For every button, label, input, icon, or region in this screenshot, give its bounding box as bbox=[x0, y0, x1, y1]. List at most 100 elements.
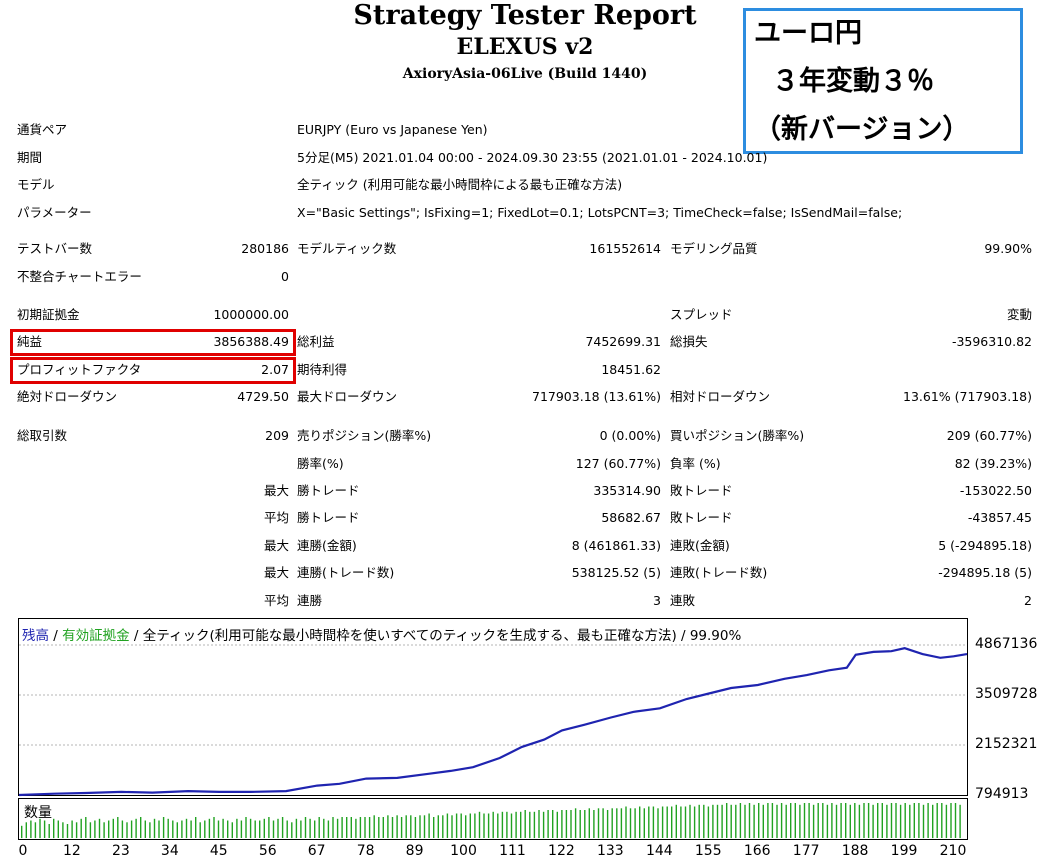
bars-value: 280186 bbox=[241, 241, 289, 256]
report-title: Strategy Tester Report bbox=[353, 0, 697, 31]
gross-profit-label: 総利益 bbox=[297, 334, 335, 349]
win-rate-value: 127 (60.77%) bbox=[575, 456, 661, 471]
x-tick-label: 122 bbox=[548, 843, 575, 859]
x-tick-label: 89 bbox=[405, 843, 424, 859]
x-tick-label: 78 bbox=[356, 843, 375, 859]
x-tick-label: 210 bbox=[939, 843, 967, 859]
ea-name: ELEXUS v2 bbox=[456, 34, 594, 60]
avg-loss-label: 敗トレード bbox=[670, 510, 733, 525]
max-consec-profit-label: 連勝(トレード数) bbox=[297, 565, 395, 580]
x-tick-label: 155 bbox=[694, 843, 722, 859]
avg-loss-value: -43857.45 bbox=[967, 510, 1032, 525]
abs-drawdown-label: 絶対ドローダウン bbox=[17, 389, 118, 404]
x-tick-label: 45 bbox=[209, 843, 228, 859]
net-profit-value: 3856388.49 bbox=[213, 334, 289, 349]
period-label: 期間 bbox=[17, 150, 43, 165]
profit-factor-highlight bbox=[10, 357, 296, 384]
x-tick-label: 56 bbox=[258, 843, 277, 859]
symbol-value: EURJPY (Euro vs Japanese Yen) bbox=[297, 122, 488, 137]
params-value: X="Basic Settings"; IsFixing=1; FixedLot… bbox=[297, 205, 903, 220]
deposit-value: 1000000.00 bbox=[213, 307, 289, 322]
max-drawdown-value: 717903.18 (13.61%) bbox=[532, 389, 661, 404]
x-tick-label: 23 bbox=[111, 843, 130, 859]
legend-separator-2: / bbox=[129, 628, 143, 644]
spread-value: 変動 bbox=[1006, 307, 1032, 322]
x-tick-label: 166 bbox=[743, 843, 771, 859]
server-build: AxioryAsia-06Live (Build 1440) bbox=[402, 66, 648, 82]
max-consec-losses-label: 連敗(金額) bbox=[670, 538, 730, 553]
max-consec-losses-value: 5 (-294895.18) bbox=[938, 538, 1032, 553]
x-tick-label: 34 bbox=[160, 843, 179, 859]
annotation-line1: ユーロ円 bbox=[754, 18, 862, 49]
x-tick-label: 133 bbox=[596, 843, 624, 859]
y-tick-label: 3509728 bbox=[975, 686, 1038, 702]
loss-rate-value: 82 (39.23%) bbox=[954, 456, 1032, 471]
period-value: 5分足(M5) 2021.01.04 00:00 - 2024.09.30 23… bbox=[297, 150, 768, 165]
ticks-label: モデルティック数 bbox=[297, 241, 397, 256]
total-trades-value: 209 bbox=[265, 428, 289, 443]
gross-profit-value: 7452699.31 bbox=[585, 334, 661, 349]
win-rate-label: 勝率(%) bbox=[297, 456, 344, 471]
expected-payoff-label: 期待利得 bbox=[297, 362, 348, 377]
max-consec-loss-amount-value: -294895.18 (5) bbox=[938, 565, 1032, 580]
short-positions-value: 0 (0.00%) bbox=[599, 428, 661, 443]
max-consec-word: 最大 bbox=[263, 538, 289, 553]
legend-separator-1: / bbox=[49, 628, 63, 644]
avg-win-value: 58682.67 bbox=[601, 510, 661, 525]
average-word-2: 平均 bbox=[263, 593, 289, 608]
rel-drawdown-label: 相対ドローダウン bbox=[670, 389, 771, 404]
params-label: パラメーター bbox=[17, 205, 92, 220]
max-consec-wins-label: 連勝(金額) bbox=[297, 538, 357, 553]
y-tick-label: 4867136 bbox=[975, 636, 1038, 652]
ticks-value: 161552614 bbox=[589, 241, 661, 256]
bars-label: テストバー数 bbox=[17, 241, 93, 256]
x-tick-label: 100 bbox=[450, 843, 477, 859]
net-profit-label: 純益 bbox=[17, 334, 43, 349]
avg-consec-losses-label: 連敗 bbox=[670, 593, 696, 608]
quality-label: モデリング品質 bbox=[670, 241, 758, 256]
largest-win-value: 335314.90 bbox=[593, 483, 661, 498]
average-word: 平均 bbox=[263, 510, 289, 525]
loss-rate-label: 負率 (%) bbox=[670, 456, 721, 471]
model-value: 全ティック (利用可能な最小時間枠による最も正確な方法) bbox=[297, 177, 623, 192]
balance-chart-frame bbox=[18, 618, 968, 796]
long-positions-label: 買いポジション(勝率%) bbox=[670, 428, 805, 443]
legend-model-text: 全ティック(利用可能な最小時間枠を使いすべてのティックを生成する、最も正確な方法… bbox=[142, 628, 742, 644]
max-consec-profit-value: 538125.52 (5) bbox=[571, 565, 661, 580]
avg-consec-wins-value: 3 bbox=[653, 593, 661, 608]
legend-equity: 有効証拠金 bbox=[62, 628, 130, 644]
expected-payoff-value: 18451.62 bbox=[601, 362, 661, 377]
avg-consec-wins-label: 連勝 bbox=[297, 593, 323, 608]
gross-loss-label: 総損失 bbox=[670, 334, 708, 349]
model-label: モデル bbox=[17, 177, 55, 192]
long-positions-value: 209 (60.77%) bbox=[946, 428, 1032, 443]
rel-drawdown-value: 13.61% (717903.18) bbox=[903, 389, 1032, 404]
x-tick-label: 199 bbox=[890, 843, 918, 859]
largest-loss-label: 敗トレード bbox=[670, 483, 733, 498]
short-positions-label: 売りポジション(勝率%) bbox=[297, 428, 432, 443]
x-tick-label: 177 bbox=[792, 843, 820, 859]
x-tick-label: 12 bbox=[63, 843, 81, 859]
max-consec-loss-amount-label: 連敗(トレード数) bbox=[670, 565, 768, 580]
chart-legend: 残高 / 有効証拠金 / 全ティック(利用可能な最小時間枠を使いすべてのティック… bbox=[22, 624, 741, 644]
max-consec-wins-value: 8 (461861.33) bbox=[571, 538, 661, 553]
x-tick-label: 144 bbox=[645, 843, 673, 859]
legend-balance: 残高 bbox=[22, 628, 49, 644]
avg-consec-losses-value: 2 bbox=[1024, 593, 1032, 608]
max-drawdown-label: 最大ドローダウン bbox=[297, 389, 398, 404]
annotation-line3: （新バージョン） bbox=[754, 114, 970, 145]
profit-factor-value: 2.07 bbox=[261, 362, 289, 377]
x-tick-label: 67 bbox=[307, 843, 326, 859]
annotation-box: ユーロ円 ３年変動３％ （新バージョン） bbox=[743, 8, 1023, 154]
x-tick-label: 188 bbox=[841, 843, 869, 859]
quality-value: 99.90% bbox=[984, 241, 1032, 256]
largest-loss-value: -153022.50 bbox=[959, 483, 1032, 498]
deposit-label: 初期証拠金 bbox=[17, 307, 80, 322]
mismatch-label: 不整合チャートエラー bbox=[17, 269, 142, 284]
x-tick-label: 111 bbox=[499, 843, 526, 859]
total-trades-label: 総取引数 bbox=[17, 428, 68, 443]
avg-win-label: 勝トレード bbox=[297, 510, 360, 525]
volume-chart-frame bbox=[18, 798, 968, 840]
gross-loss-value: -3596310.82 bbox=[951, 334, 1032, 349]
volume-label: 数量 bbox=[24, 805, 52, 821]
